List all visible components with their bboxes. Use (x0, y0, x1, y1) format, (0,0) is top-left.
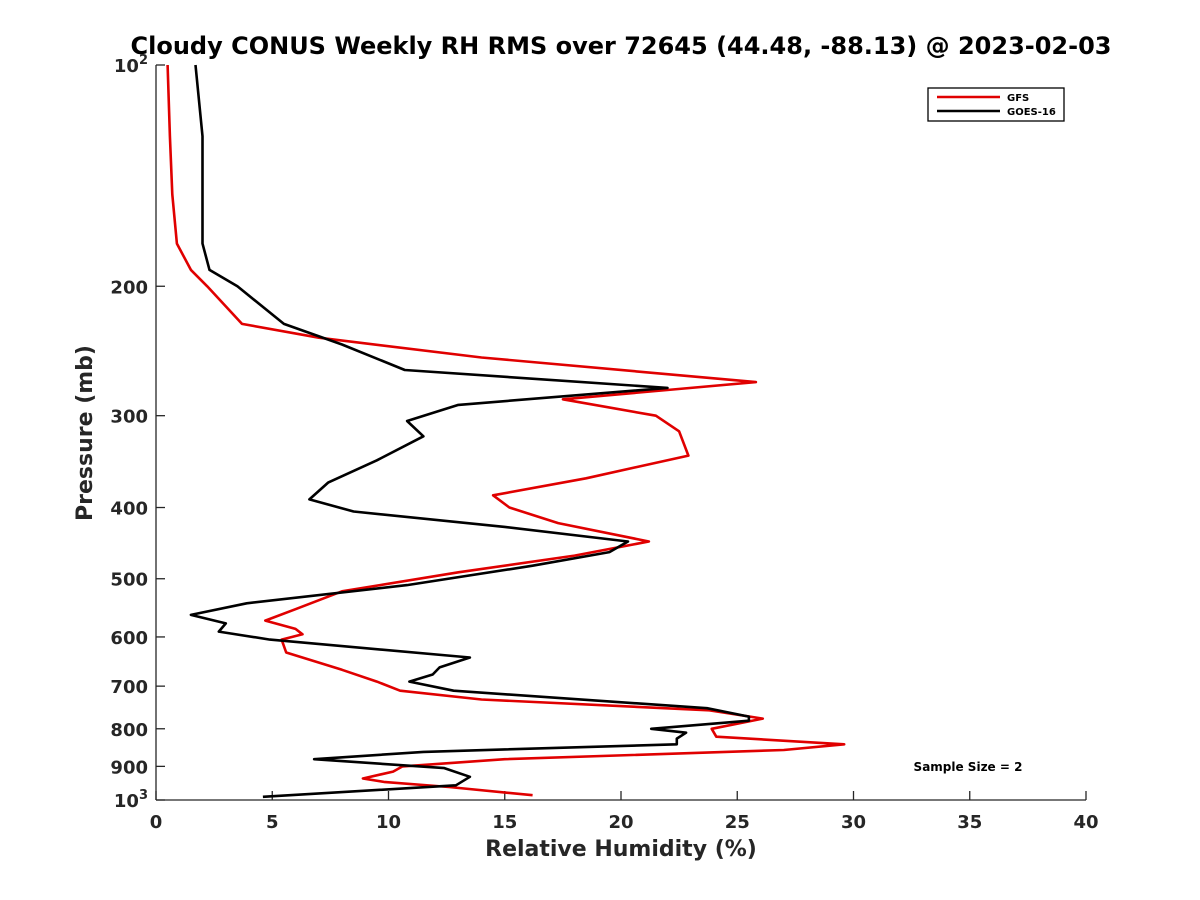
x-tick-label: 10 (376, 812, 401, 833)
x-tick-label: 15 (492, 812, 517, 833)
series-line-gfs (166, 64, 846, 797)
y-tick-label: 900 (110, 757, 148, 778)
x-tick-label: 0 (150, 812, 163, 833)
y-tick-label: 200 (110, 277, 148, 298)
y-tick-label: 102 (114, 53, 148, 77)
y-ticks: 102 200 300 400 500 600 700 800 900 103 (110, 53, 165, 812)
y-tick-label: 300 (110, 407, 148, 428)
series-group (166, 64, 846, 799)
legend: GFS GOES-16 (927, 87, 1065, 122)
chart-title: Cloudy CONUS Weekly RH RMS over 72645 (4… (131, 32, 1112, 60)
plot-area: 0 5 10 15 20 25 30 35 40 102 200 300 400 500 600 700 80… (110, 53, 1098, 833)
x-tick-label: 35 (957, 812, 982, 833)
sample-size-annotation: Sample Size = 2 (914, 760, 1023, 774)
x-tick-label: 30 (841, 812, 866, 833)
y-axis-label: Pressure (mb) (73, 345, 98, 521)
y-tick-label: 800 (110, 720, 148, 741)
x-tick-label: 5 (266, 812, 279, 833)
y-tick-label: 500 (110, 570, 148, 591)
x-ticks: 0 5 10 15 20 25 30 35 40 (150, 791, 1099, 833)
x-axis-label: Relative Humidity (%) (485, 837, 757, 862)
y-tick-label: 400 (110, 499, 148, 520)
legend-box (927, 87, 1065, 122)
legend-label-goes-16: GOES-16 (1007, 107, 1056, 118)
y-tick-label: 600 (110, 628, 148, 649)
x-tick-label: 20 (608, 812, 633, 833)
x-tick-label: 25 (725, 812, 750, 833)
legend-label-gfs: GFS (1007, 93, 1029, 104)
x-tick-label: 40 (1073, 812, 1098, 833)
y-tick-label: 700 (110, 677, 148, 698)
y-tick-label: 103 (114, 788, 148, 812)
series-line-goes-16 (189, 64, 751, 799)
